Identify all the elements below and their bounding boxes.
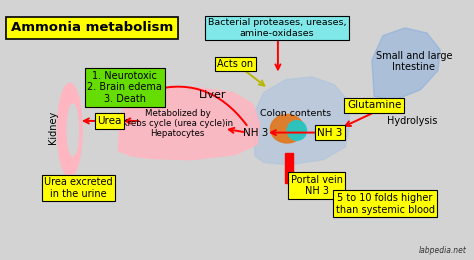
- Polygon shape: [253, 77, 350, 165]
- Bar: [284, 153, 293, 183]
- Text: 1. Neurotoxic
2. Brain edema
3. Death: 1. Neurotoxic 2. Brain edema 3. Death: [87, 71, 162, 104]
- Text: Urea excreted
in the urine: Urea excreted in the urine: [44, 177, 113, 199]
- Ellipse shape: [57, 83, 82, 177]
- Text: Bacterial proteases, ureases,
amine-oxidases: Bacterial proteases, ureases, amine-oxid…: [208, 18, 346, 37]
- Polygon shape: [118, 87, 259, 160]
- Text: NH 3: NH 3: [243, 128, 268, 138]
- Text: Urea: Urea: [97, 116, 122, 126]
- Text: Portal vein
NH 3: Portal vein NH 3: [291, 175, 343, 196]
- Polygon shape: [372, 28, 440, 100]
- Text: Metabolized by
Krebs cycle (urea cycle)in
Hepatocytes: Metabolized by Krebs cycle (urea cycle)i…: [122, 109, 233, 138]
- Text: labpedia.net: labpedia.net: [419, 246, 467, 255]
- Text: Colon contents: Colon contents: [260, 109, 331, 118]
- Ellipse shape: [287, 121, 307, 140]
- Text: Hydrolysis: Hydrolysis: [387, 116, 438, 126]
- Text: Ammonia metabolism: Ammonia metabolism: [10, 21, 173, 34]
- Ellipse shape: [270, 114, 304, 143]
- Text: NH 3: NH 3: [317, 128, 343, 138]
- Text: 5 to 10 folds higher
than systemic blood: 5 to 10 folds higher than systemic blood: [336, 193, 435, 214]
- Text: Liver: Liver: [200, 90, 227, 100]
- Text: Acts on: Acts on: [217, 59, 253, 69]
- Text: Kidney: Kidney: [48, 111, 58, 144]
- Text: Small and large
Intestine: Small and large Intestine: [375, 51, 452, 72]
- Ellipse shape: [67, 104, 79, 156]
- Text: Glutamine: Glutamine: [347, 100, 401, 110]
